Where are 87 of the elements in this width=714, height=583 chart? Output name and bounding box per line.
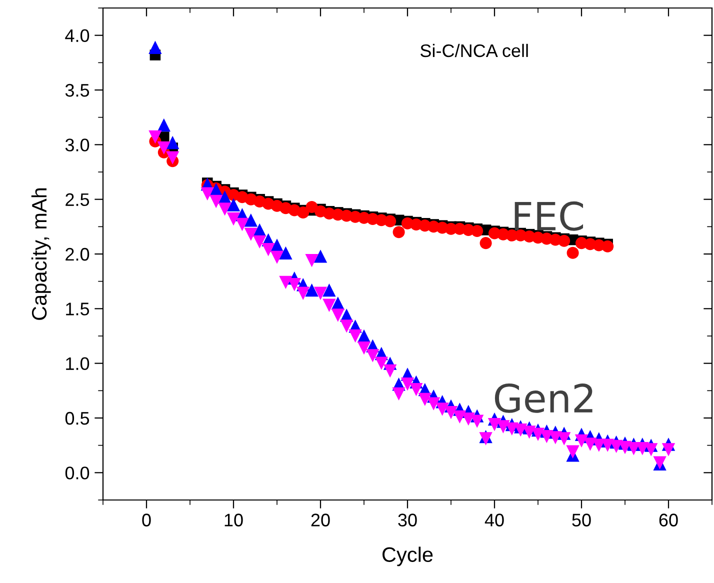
point <box>296 286 310 300</box>
point <box>148 130 162 144</box>
point <box>244 214 258 227</box>
point <box>496 420 510 434</box>
point <box>384 364 397 378</box>
point <box>566 246 579 259</box>
point <box>166 136 180 150</box>
point <box>322 298 336 312</box>
point <box>566 445 580 458</box>
point <box>279 246 292 260</box>
point <box>253 235 266 249</box>
point <box>288 278 301 292</box>
point <box>314 250 328 263</box>
x-tick-label: 10 <box>224 514 243 526</box>
point <box>357 341 371 355</box>
point <box>305 283 318 297</box>
point <box>262 243 275 256</box>
y-tick-label: 3.0 <box>65 138 90 152</box>
point <box>601 438 614 452</box>
point <box>244 228 258 241</box>
point <box>331 308 344 322</box>
x-tick-label: 40 <box>484 514 504 526</box>
y-tick-label: 1.0 <box>66 357 90 370</box>
point <box>558 234 570 247</box>
point <box>584 438 597 451</box>
point <box>340 320 354 333</box>
point <box>218 202 232 216</box>
annotation: FEC <box>514 201 584 231</box>
point <box>462 412 475 426</box>
point <box>427 397 440 410</box>
point <box>574 434 588 448</box>
point <box>514 423 528 437</box>
x-tick-label: 50 <box>572 514 591 526</box>
y-tick-label: 2.0 <box>66 248 90 261</box>
point <box>348 329 362 343</box>
point <box>471 225 484 238</box>
point <box>305 254 318 268</box>
point <box>157 141 170 155</box>
annotation: Si-C/NCA cell <box>420 44 528 58</box>
point <box>453 410 466 424</box>
x-tick-label: 30 <box>398 514 417 526</box>
point <box>279 276 292 290</box>
point <box>662 443 676 456</box>
point <box>540 430 554 444</box>
y-tick-label: 2.5 <box>66 193 90 206</box>
point <box>270 250 284 264</box>
point <box>488 418 502 432</box>
x-tick-label: 20 <box>311 514 330 526</box>
point <box>531 428 545 441</box>
point <box>374 356 388 370</box>
point <box>236 218 249 232</box>
y-tick-label: 4.0 <box>65 29 90 42</box>
point <box>602 240 614 252</box>
point <box>418 392 432 406</box>
annotation: Gen2 <box>494 383 592 413</box>
y-tick-label: 0.0 <box>65 466 90 480</box>
point <box>400 378 414 391</box>
point <box>444 406 458 420</box>
point <box>558 432 571 446</box>
point <box>522 426 536 439</box>
point <box>480 237 492 250</box>
y-tick-label: 1.5 <box>66 302 90 316</box>
point <box>436 402 449 416</box>
point <box>200 187 214 200</box>
y-tick-label: 3.5 <box>65 84 90 97</box>
point <box>148 40 162 54</box>
point <box>366 349 380 362</box>
point <box>297 206 310 218</box>
x-tick-label: 60 <box>659 514 678 526</box>
point <box>322 283 336 297</box>
x-tick-label: 0 <box>142 514 151 526</box>
point <box>157 118 170 132</box>
point <box>314 286 328 300</box>
x-axis-title: Cycle <box>382 546 433 566</box>
point <box>166 151 180 164</box>
point <box>210 194 223 208</box>
point <box>392 387 406 401</box>
point <box>644 443 658 456</box>
y-tick-label: 0.5 <box>65 412 90 425</box>
point <box>470 414 484 428</box>
y-axis-title: Capacity, mAh <box>31 188 51 320</box>
point <box>410 382 423 396</box>
point <box>392 226 405 238</box>
point <box>226 198 240 212</box>
point <box>548 431 562 444</box>
point <box>226 212 240 226</box>
point <box>384 215 396 228</box>
